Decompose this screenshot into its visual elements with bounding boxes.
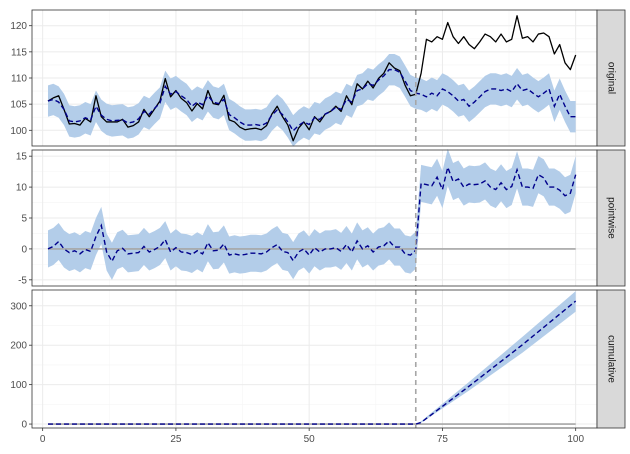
strip-cumulative (596, 289, 626, 429)
y-tick-label: -5 (18, 275, 27, 286)
y-tick-label: 200 (10, 341, 27, 352)
y-tick-label: 100 (10, 126, 27, 137)
predicted-line (47, 300, 577, 425)
strip-label: pointwise (606, 197, 617, 239)
y-tick-label: 100 (10, 380, 27, 391)
y-tick-label: 110 (11, 74, 27, 85)
strip-label: original (606, 62, 617, 94)
x-tick-label: 50 (304, 434, 316, 445)
strip-pointwise (596, 149, 626, 287)
confidence-band (47, 53, 576, 147)
y-tick-label: 105 (10, 100, 27, 111)
x-tick-label: 25 (170, 434, 182, 445)
y-tick-label: 115 (11, 47, 27, 58)
strip-label: cumulative (606, 335, 617, 383)
y-tick-label: 10 (16, 183, 28, 194)
y-tick-label: 15 (16, 152, 28, 163)
predicted-line (47, 68, 576, 132)
panel-cumulative: 0 100 200 300 cumulative (10, 289, 626, 431)
y-tick-label: 5 (21, 214, 27, 225)
observed-line (47, 15, 577, 142)
y-tick-label: 0 (21, 420, 27, 431)
x-tick-label: 100 (567, 434, 584, 445)
y-tick-label: 300 (10, 301, 27, 312)
confidence-band (47, 148, 576, 280)
x-tick-label: 75 (437, 434, 449, 445)
x-tick-label: 0 (40, 434, 46, 445)
strip-original (596, 9, 626, 147)
panel-original: 100 105 110 115 120 original (10, 9, 626, 147)
y-tick-label: 0 (21, 244, 27, 255)
y-tick-label: 120 (10, 21, 27, 32)
panel-pointwise: -5 0 5 10 15 pointwise (16, 148, 626, 287)
predicted-line (47, 164, 577, 263)
